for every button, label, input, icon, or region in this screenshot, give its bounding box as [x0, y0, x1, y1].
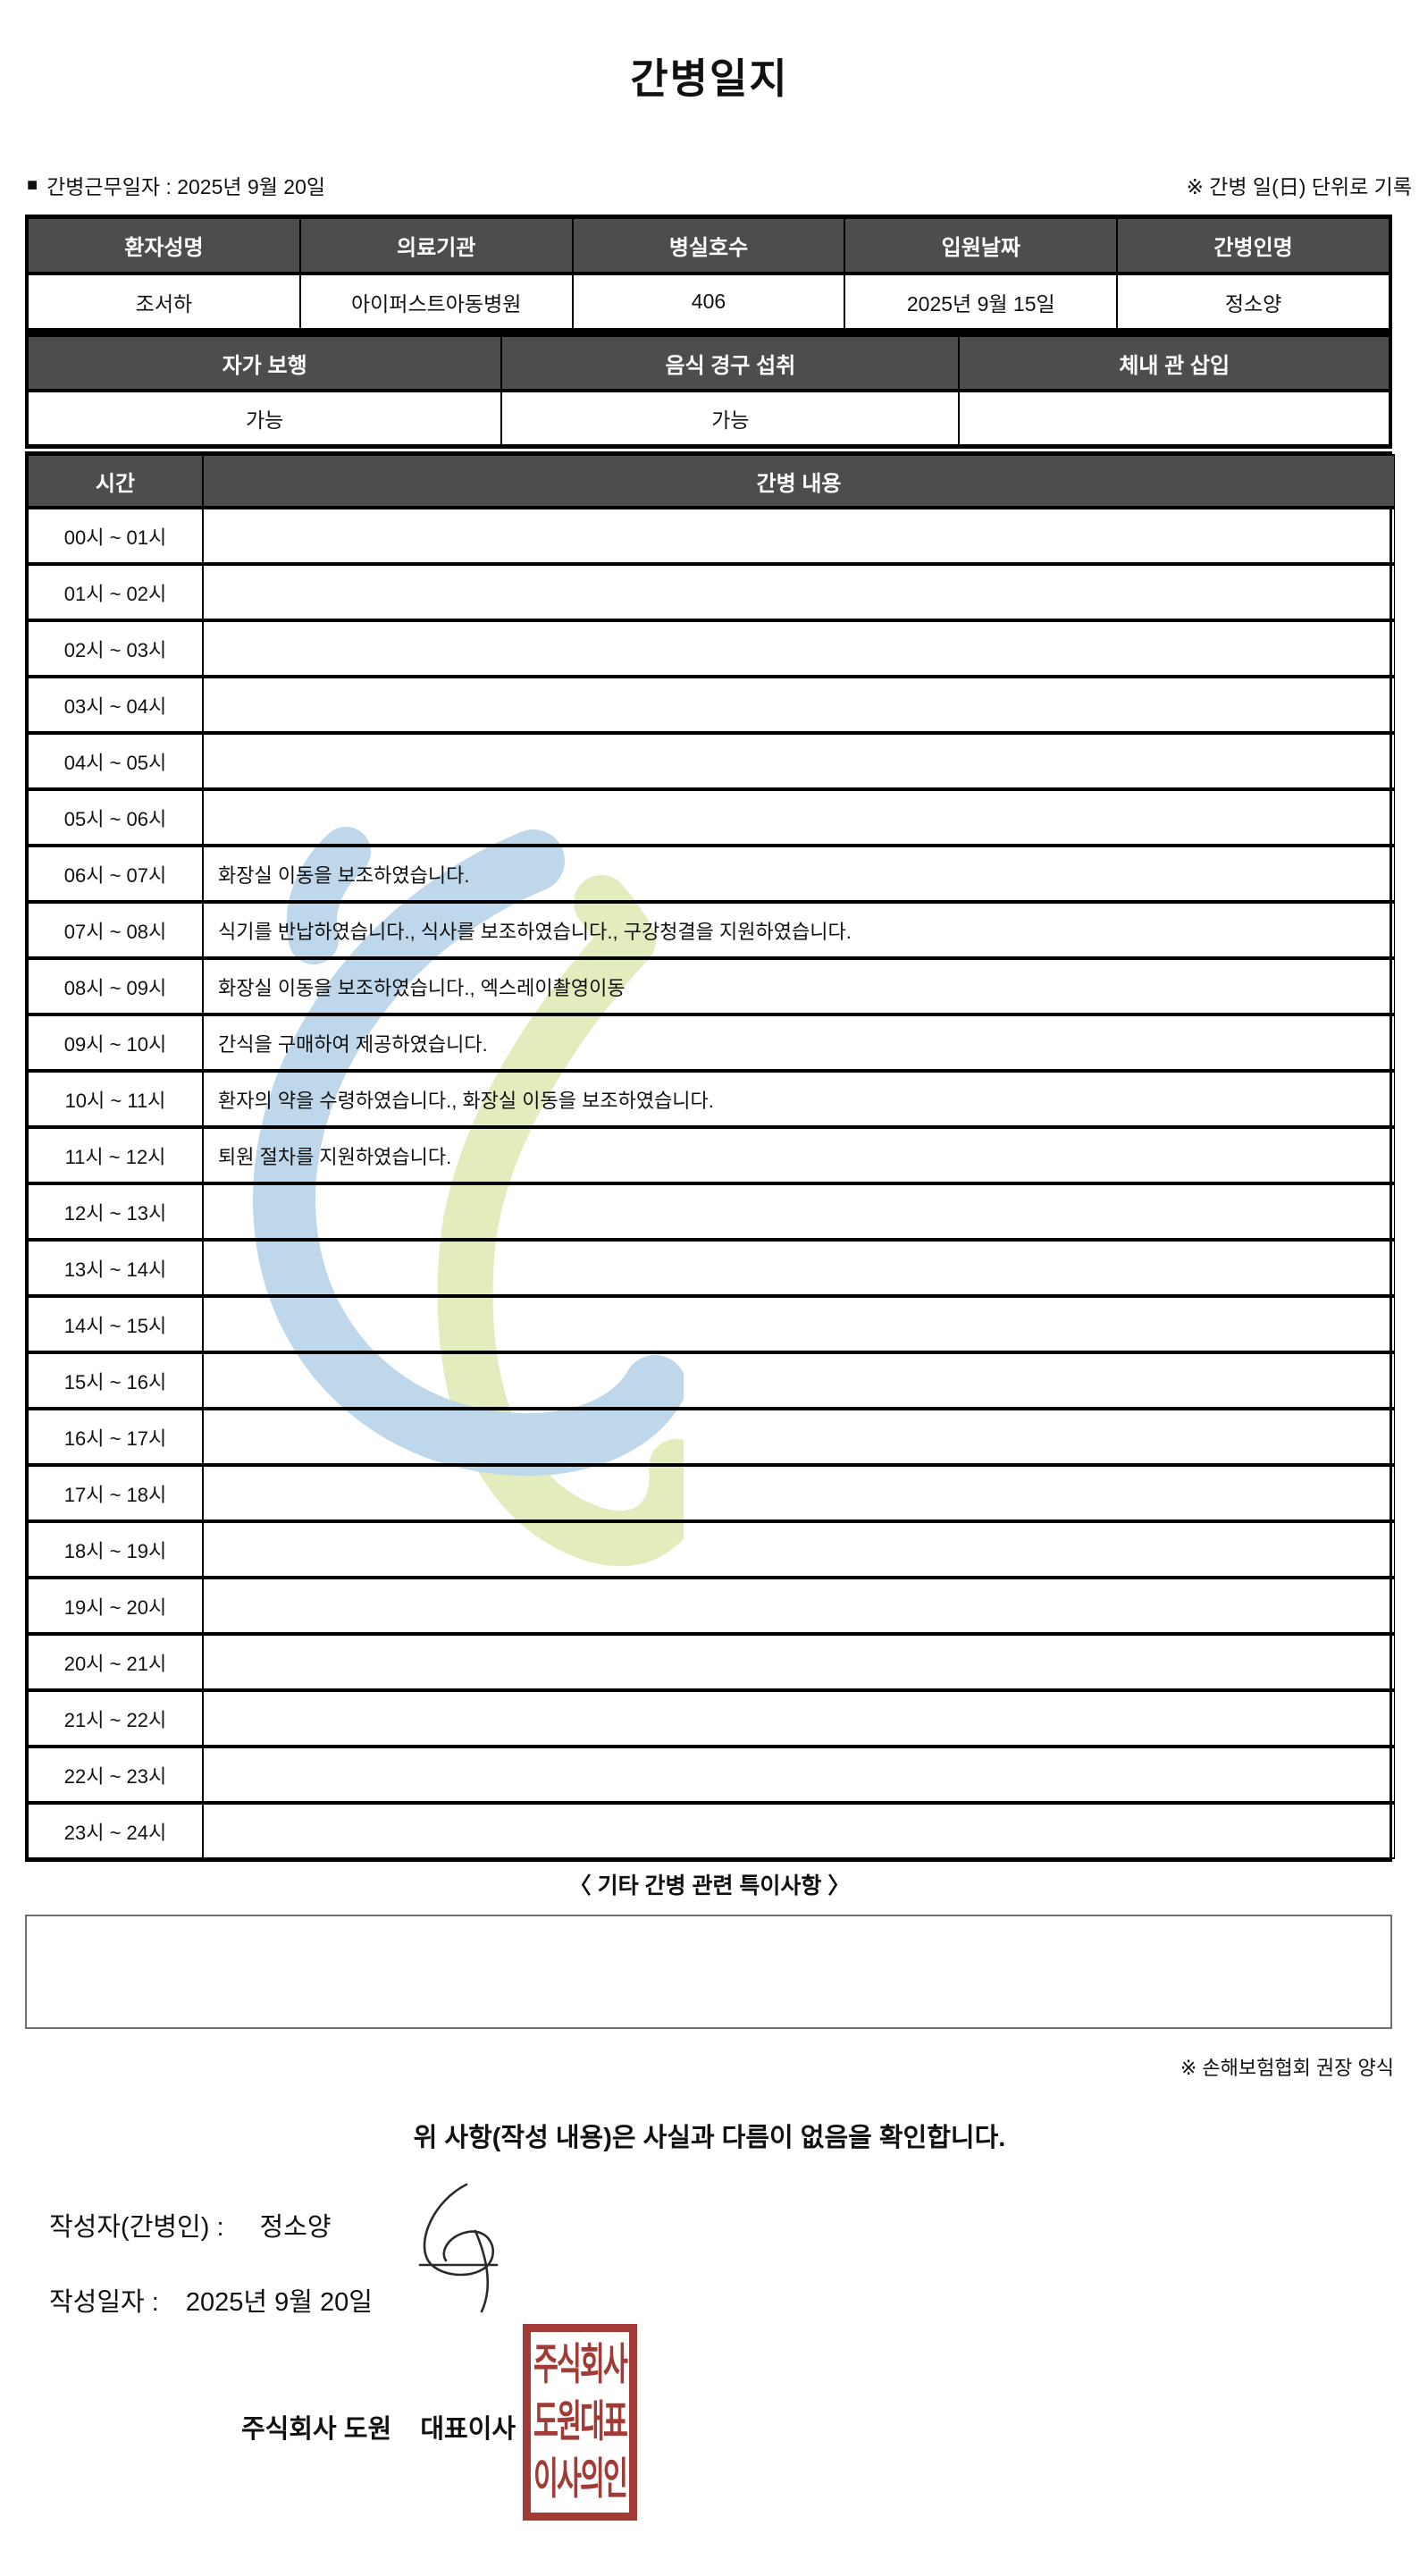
patient-info-value-cell: 2025년 9월 15일: [844, 274, 1118, 330]
care-row-content: [203, 1240, 1395, 1296]
care-row-content: [203, 620, 1395, 677]
patient-info-header-cell: 간병인명: [1117, 217, 1390, 274]
care-row-content: [203, 1747, 1395, 1803]
care-row-content: 환자의 약을 수령하였습니다., 화장실 이동을 보조하였습니다.: [203, 1071, 1395, 1127]
care-row-time: 05시 ~ 06시: [28, 789, 203, 846]
hourly-care-table: 시간 간병 내용 00시 ~ 01시 01시 ~ 02시 02시 ~ 03시 0…: [25, 451, 1395, 1862]
meta-row: ■ 간병근무일자 : 2025년 9월 20일 ※ 간병 일(日) 단위로 기록: [27, 170, 1412, 200]
patient-info-value-cell: 정소양: [1117, 274, 1390, 330]
care-row-time: 15시 ~ 16시: [28, 1352, 203, 1409]
hospital-logo-watermark: [253, 827, 684, 1567]
status-header-cell: 음식 경구 섭취: [501, 335, 960, 391]
written-date-label: 작성일자 :: [49, 2288, 159, 2317]
status-header-cell: 체내 관 삽입: [959, 335, 1390, 391]
special-notes-heading: 〈 기타 간병 관련 특이사항 〉: [568, 1873, 851, 1898]
recommended-form-note: ※ 손해보험협회 권장 양식: [1180, 2057, 1394, 2079]
care-row-time: 04시 ~ 05시: [28, 733, 203, 789]
care-row-content: [203, 508, 1395, 564]
patient-info-table: 환자성명 의료기관 병실호수 입원날짜 간병인명 조서하 아이퍼스트아동병원 406 2025…: [25, 215, 1392, 333]
stamp-text-line: 주식회사: [533, 2340, 628, 2389]
care-row-content: [203, 564, 1395, 620]
stamp-text-line: 이사의인: [533, 2454, 628, 2504]
patient-info-header-cell: 입원날짜: [844, 217, 1118, 274]
care-row-time: 11시 ~ 12시: [28, 1127, 203, 1183]
special-notes-box[interactable]: [25, 1915, 1392, 2029]
handwritten-signature: [418, 2183, 499, 2313]
care-row-content: 식기를 반납하였습니다., 식사를 보조하였습니다., 구강청결을 지원하였습니…: [203, 902, 1395, 958]
care-row-time: 21시 ~ 22시: [28, 1690, 203, 1747]
care-row-content: [203, 1296, 1395, 1352]
care-row-content: 간식을 구매하여 제공하였습니다.: [203, 1014, 1395, 1071]
care-row-time: 01시 ~ 02시: [28, 564, 203, 620]
care-row-content: [203, 1578, 1395, 1634]
care-row-content: [203, 1803, 1395, 1859]
care-row-time: 20시 ~ 21시: [28, 1634, 203, 1690]
care-row-content: [203, 1634, 1395, 1690]
care-row-content: [203, 1690, 1395, 1747]
writer-label: 작성자(간병인) :: [49, 2213, 224, 2242]
patient-info-value-cell: 406: [572, 274, 845, 330]
care-row-content: [203, 1183, 1395, 1240]
care-time-header: 시간: [28, 454, 203, 508]
writer-name: 정소양: [259, 2213, 332, 2242]
care-row-time: 08시 ~ 09시: [28, 958, 203, 1014]
unit-note-text: ※ 간병 일(日) 단위로 기록: [1186, 175, 1412, 198]
care-row-content: [203, 1409, 1395, 1465]
care-content-header: 간병 내용: [203, 454, 1395, 508]
patient-info-value-cell: 조서하: [28, 274, 300, 330]
company-ceo-line: 주식회사 도원 대표이사: [241, 2415, 516, 2444]
patient-info-header-cell: 병실호수: [572, 217, 845, 274]
care-row-time: 02시 ~ 03시: [28, 620, 203, 677]
work-date-text: 간병근무일자 : 2025년 9월 20일: [46, 175, 326, 198]
patient-info-value-cell: 아이퍼스트아동병원: [299, 274, 573, 330]
bullet-square-icon: ■: [27, 175, 38, 195]
confirmation-statement: 위 사항(작성 내용)은 사실과 다름이 없음을 확인합니다.: [413, 2124, 1006, 2152]
care-row-time: 12시 ~ 13시: [28, 1183, 203, 1240]
care-row-content: [203, 1521, 1395, 1578]
care-row-time: 00시 ~ 01시: [28, 508, 203, 564]
care-row-content: [203, 1352, 1395, 1409]
care-row-time: 14시 ~ 15시: [28, 1296, 203, 1352]
care-row-content: 화장실 이동을 보조하였습니다., 엑스레이촬영이동: [203, 958, 1395, 1014]
status-value-cell: [959, 391, 1390, 446]
care-row-content: [203, 733, 1395, 789]
patient-info-header-cell: 환자성명: [28, 217, 300, 274]
written-date-line: 작성일자 : 2025년 9월 20일: [49, 2281, 373, 2319]
written-date-value: 2025년 9월 20일: [185, 2288, 373, 2317]
status-value-cell: 가능: [28, 391, 502, 446]
status-header-cell: 자가 보행: [28, 335, 502, 391]
care-row-time: 23시 ~ 24시: [28, 1803, 203, 1859]
writer-line: 작성자(간병인) : 정소양: [49, 2206, 332, 2243]
care-row-content: [203, 1465, 1395, 1521]
care-row-time: 18시 ~ 19시: [28, 1521, 203, 1578]
care-row-time: 06시 ~ 07시: [28, 846, 203, 902]
care-row-time: 17시 ~ 18시: [28, 1465, 203, 1521]
care-row-time: 16시 ~ 17시: [28, 1409, 203, 1465]
status-value-cell: 가능: [501, 391, 960, 446]
care-row-time: 13시 ~ 14시: [28, 1240, 203, 1296]
care-row-time: 09시 ~ 10시: [28, 1014, 203, 1071]
care-row-time: 03시 ~ 04시: [28, 677, 203, 733]
care-row-content: 퇴원 절차를 지원하였습니다.: [203, 1127, 1395, 1183]
care-row-time: 07시 ~ 08시: [28, 902, 203, 958]
care-row-time: 10시 ~ 11시: [28, 1071, 203, 1127]
patient-status-table: 자가 보행 음식 경구 섭취 체내 관 삽입 가능 가능: [25, 333, 1392, 449]
care-row-time: 22시 ~ 23시: [28, 1747, 203, 1803]
care-row-content: 화장실 이동을 보조하였습니다.: [203, 846, 1395, 902]
care-row-time: 19시 ~ 20시: [28, 1578, 203, 1634]
care-row-content: [203, 789, 1395, 846]
work-date-line: ■ 간병근무일자 : 2025년 9월 20일: [27, 170, 325, 200]
patient-info-header-cell: 의료기관: [299, 217, 573, 274]
page-title: 간병일지: [630, 55, 789, 102]
stamp-text-line: 도원대표: [533, 2397, 628, 2446]
care-row-content: [203, 677, 1395, 733]
